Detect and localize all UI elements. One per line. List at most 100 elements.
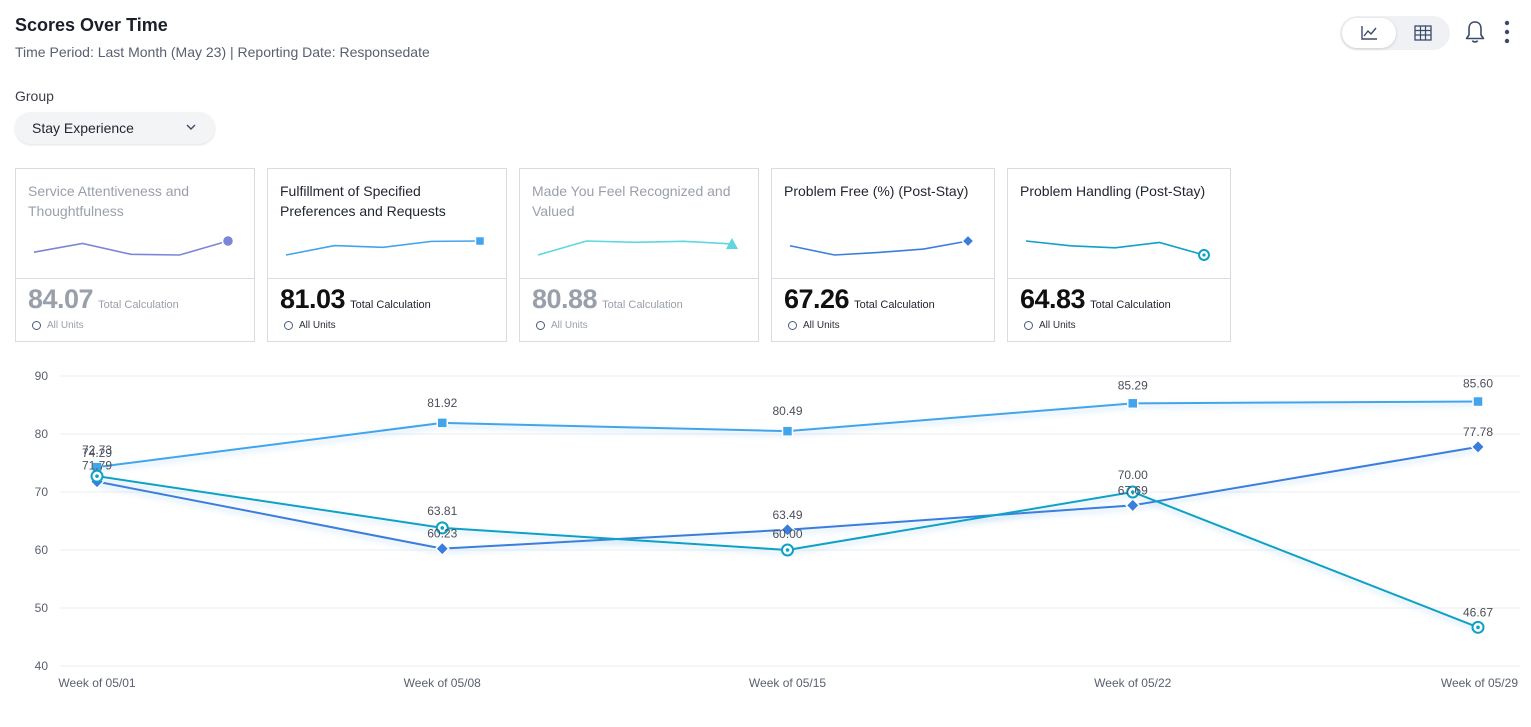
metric-value-number: 64.83 bbox=[1020, 284, 1086, 314]
sparkline-end-marker-center bbox=[1202, 253, 1206, 257]
metric-card-title: Problem Free (%) (Post-Stay) bbox=[784, 183, 969, 199]
sparkline-line bbox=[285, 240, 481, 256]
y-tick-label: 70 bbox=[35, 485, 49, 499]
metric-sparkline bbox=[33, 234, 235, 256]
metric-card[interactable]: Problem Handling (Post-Stay) 64.83 Total C… bbox=[1007, 168, 1231, 342]
metric-unit-label: All Units bbox=[1039, 320, 1076, 331]
metric-unit-filter[interactable]: All Units bbox=[284, 320, 336, 331]
y-tick-label: 50 bbox=[35, 601, 49, 615]
data-point-marker[interactable] bbox=[1472, 395, 1484, 408]
data-point-marker-center bbox=[1476, 625, 1480, 630]
data-point-marker-center bbox=[1130, 490, 1135, 494]
metric-value-number: 81.03 bbox=[280, 284, 346, 314]
data-label: 67.69 bbox=[1118, 483, 1148, 497]
sparkline-line bbox=[537, 240, 733, 256]
data-label: 72.73 bbox=[82, 443, 112, 457]
line-chart-view-button[interactable] bbox=[1342, 18, 1396, 48]
page-title: Scores Over Time bbox=[15, 15, 168, 35]
sparkline-end-marker[interactable] bbox=[726, 237, 738, 249]
metric-card[interactable]: Problem Free (%) (Post-Stay) 67.26 Total C… bbox=[771, 168, 995, 342]
metric-calc-label: Total Calculation bbox=[602, 299, 683, 311]
metric-sparkline bbox=[1025, 240, 1210, 261]
data-label: 63.49 bbox=[772, 508, 802, 522]
scores-line-chart: 40 50 60 70 80 90 Week of 05/01 Week of 05/08 We… bbox=[35, 369, 1520, 690]
unit-radio-icon bbox=[284, 321, 293, 330]
data-point-marker[interactable] bbox=[1127, 397, 1139, 410]
line-chart-icon bbox=[1361, 26, 1377, 40]
x-tick-label: Week of 05/29 bbox=[1441, 676, 1518, 690]
metric-card-title: Made You Feel Recognized and Valued bbox=[532, 183, 731, 219]
data-point-marker[interactable] bbox=[781, 425, 794, 437]
metric-value-number: 84.07 bbox=[28, 284, 94, 314]
data-point-marker[interactable] bbox=[434, 541, 450, 557]
data-point-marker[interactable] bbox=[1125, 497, 1141, 513]
unit-radio-icon bbox=[1024, 321, 1033, 330]
unit-radio-icon bbox=[788, 321, 797, 330]
more-vertical-icon[interactable] bbox=[1500, 19, 1514, 45]
chevron-down-icon bbox=[186, 124, 196, 130]
data-label: 85.60 bbox=[1463, 377, 1493, 391]
metric-value: 80.88 Total Calculation bbox=[532, 284, 683, 315]
metric-card[interactable]: Service Attentiveness and Thoughtfulness… bbox=[15, 168, 255, 342]
data-label: 81.92 bbox=[427, 396, 457, 410]
metric-unit-label: All Units bbox=[47, 320, 84, 331]
y-tick-label: 80 bbox=[35, 427, 49, 441]
data-label: 85.29 bbox=[1118, 378, 1148, 392]
group-label: Group bbox=[15, 88, 54, 104]
metric-unit-label: All Units bbox=[803, 320, 840, 331]
data-label: 70.00 bbox=[1118, 468, 1148, 482]
x-tick-label: Week of 05/08 bbox=[404, 676, 481, 690]
metric-sparkline bbox=[789, 234, 975, 256]
data-point-marker-center bbox=[785, 548, 790, 552]
unit-radio-icon bbox=[536, 321, 545, 330]
metric-value: 84.07 Total Calculation bbox=[28, 284, 179, 315]
data-point-marker[interactable] bbox=[1470, 439, 1486, 455]
sparkline-line bbox=[33, 240, 229, 256]
metric-card-title: Problem Handling (Post-Stay) bbox=[1020, 183, 1206, 199]
metric-sparkline bbox=[285, 235, 486, 256]
card-divider bbox=[16, 278, 254, 279]
sparkline-end-marker[interactable] bbox=[961, 234, 975, 248]
sparkline-end-marker[interactable] bbox=[221, 234, 235, 248]
metric-card[interactable]: Made You Feel Recognized and Valued 80.88… bbox=[519, 168, 759, 342]
data-point-marker-center bbox=[95, 474, 99, 478]
data-label: 80.49 bbox=[772, 404, 802, 418]
metric-card[interactable]: Fulfillment of Specified Preferences and… bbox=[267, 168, 507, 342]
metric-unit-filter[interactable]: All Units bbox=[32, 320, 84, 331]
series-group bbox=[90, 469, 1485, 634]
card-divider bbox=[772, 278, 994, 279]
sparkline-end-marker[interactable] bbox=[474, 235, 486, 247]
metric-unit-label: All Units bbox=[551, 320, 588, 331]
metric-value-number: 80.88 bbox=[532, 284, 598, 314]
metric-value-number: 67.26 bbox=[784, 284, 850, 314]
y-tick-label: 40 bbox=[35, 659, 49, 673]
x-tick-label: Week of 05/15 bbox=[749, 676, 826, 690]
card-divider bbox=[520, 278, 758, 279]
metric-unit-filter[interactable]: All Units bbox=[788, 320, 840, 331]
group-select-value: Stay Experience bbox=[32, 120, 134, 136]
sparkline-line bbox=[789, 240, 969, 256]
table-icon bbox=[1414, 25, 1432, 41]
bell-icon[interactable] bbox=[1463, 19, 1487, 45]
metric-unit-label: All Units bbox=[299, 320, 336, 331]
data-label: 71.79 bbox=[82, 459, 112, 473]
metric-calc-label: Total Calculation bbox=[1090, 299, 1171, 311]
view-toggle bbox=[1340, 16, 1450, 50]
metric-value: 81.03 Total Calculation bbox=[280, 284, 431, 315]
group-select[interactable]: Stay Experience bbox=[15, 112, 215, 144]
y-tick-label: 60 bbox=[35, 543, 49, 557]
table-view-button[interactable] bbox=[1396, 18, 1450, 48]
metric-unit-filter[interactable]: All Units bbox=[1024, 320, 1076, 331]
data-point-marker[interactable] bbox=[779, 522, 796, 538]
sparkline-line bbox=[1025, 240, 1205, 256]
metric-card-title: Service Attentiveness and Thoughtfulness bbox=[28, 183, 190, 219]
metric-value: 67.26 Total Calculation bbox=[784, 284, 935, 315]
data-point-marker[interactable] bbox=[436, 417, 448, 429]
y-tick-label: 90 bbox=[35, 369, 49, 383]
data-label: 77.78 bbox=[1463, 425, 1493, 439]
page-subtitle: Time Period: Last Month (May 23) | Repor… bbox=[15, 44, 430, 60]
x-tick-label: Week of 05/01 bbox=[58, 676, 135, 690]
metric-unit-filter[interactable]: All Units bbox=[536, 320, 588, 331]
metric-sparkline bbox=[537, 237, 738, 256]
x-tick-label: Week of 05/22 bbox=[1094, 676, 1171, 690]
